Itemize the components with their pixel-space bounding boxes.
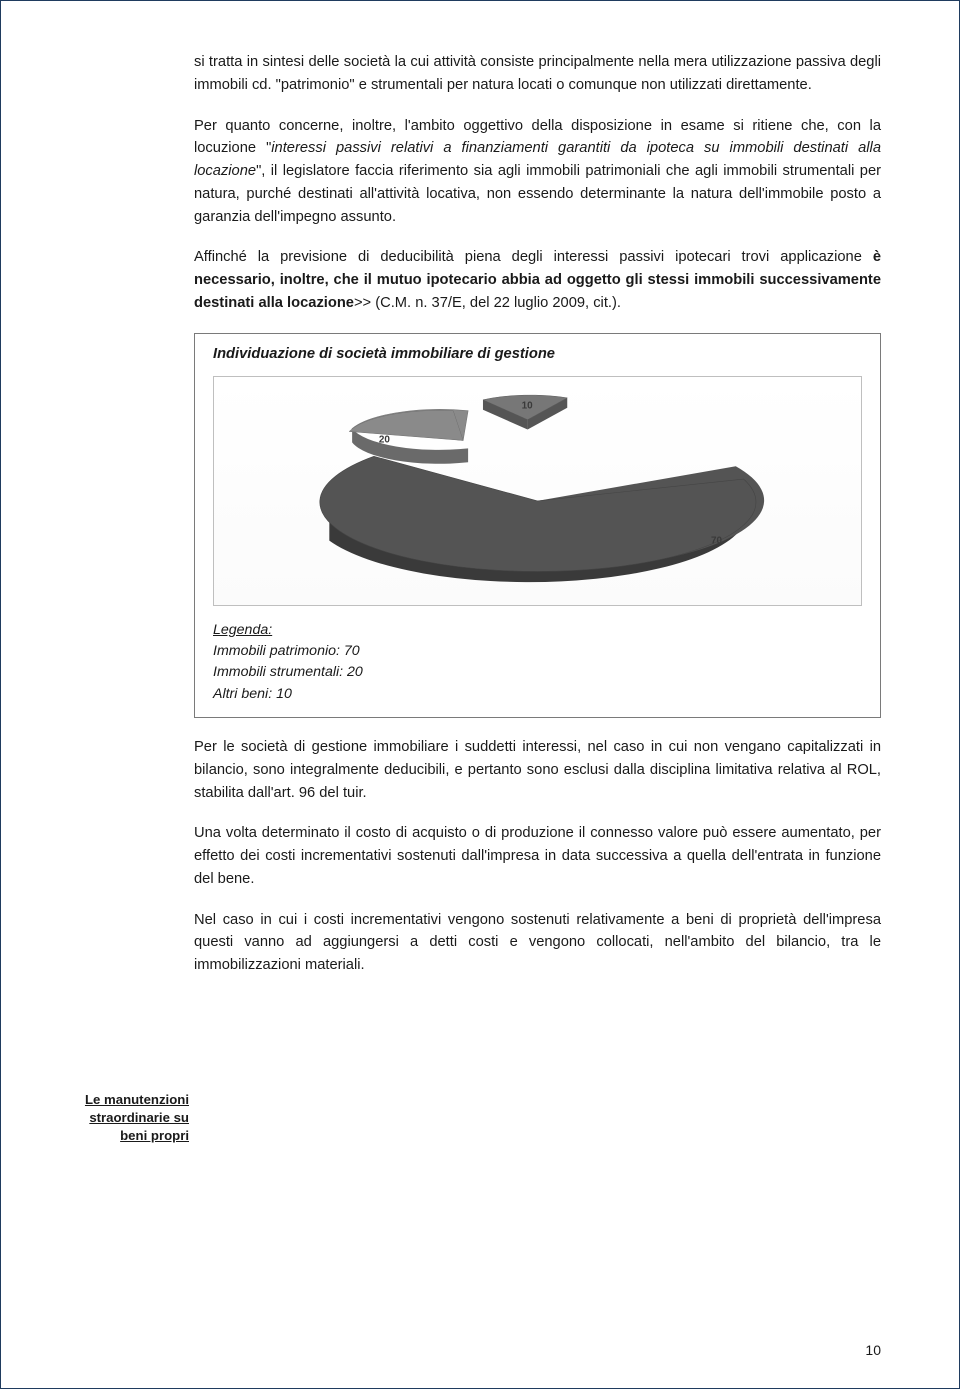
paragraph-3: Affinché la previsione di deducibilità p… bbox=[194, 246, 881, 314]
legend-row-2: Altri beni: 10 bbox=[213, 684, 862, 705]
p3-text-a: Affinché la previsione di deducibilità p… bbox=[194, 249, 873, 265]
pie-chart: 10 20 70 bbox=[213, 376, 862, 606]
paragraph-4: Per le società di gestione immobiliare i… bbox=[194, 736, 881, 804]
paragraph-6: Nel caso in cui i costi incrementativi v… bbox=[194, 909, 881, 977]
legend-row-0: Immobili patrimonio: 70 bbox=[213, 641, 862, 662]
p2-text-b: ", il legislatore faccia riferimento sia… bbox=[194, 163, 881, 225]
pie-label-20: 20 bbox=[379, 434, 391, 445]
main-column: si tratta in sintesi delle società la cu… bbox=[194, 51, 881, 977]
paragraph-5: Una volta determinato il costo di acquis… bbox=[194, 822, 881, 890]
legend-row-1: Immobili strumentali: 20 bbox=[213, 662, 862, 683]
legend-title: Legenda: bbox=[213, 620, 862, 641]
pie-slice-20 bbox=[349, 409, 468, 463]
document-page: si tratta in sintesi delle società la cu… bbox=[0, 0, 960, 1389]
pie-label-10: 10 bbox=[522, 401, 534, 412]
paragraph-1: si tratta in sintesi delle società la cu… bbox=[194, 51, 881, 97]
pie-chart-svg: 10 20 70 bbox=[214, 377, 861, 605]
sidebar-heading: Le manutenzioni straordinarie su beni pr… bbox=[79, 1091, 189, 1144]
p3-text-b: >> (C.M. n. 37/E, del 22 luglio 2009, ci… bbox=[354, 295, 621, 311]
pie-slice-70 bbox=[320, 456, 764, 582]
chart-title: Individuazione di società immobiliare di… bbox=[213, 346, 862, 362]
chart-box: Individuazione di società immobiliare di… bbox=[194, 333, 881, 718]
pie-label-70: 70 bbox=[711, 535, 723, 546]
page-number: 10 bbox=[865, 1342, 881, 1358]
paragraph-2: Per quanto concerne, inoltre, l'ambito o… bbox=[194, 115, 881, 229]
chart-legend: Legenda: Immobili patrimonio: 70 Immobil… bbox=[213, 620, 862, 705]
